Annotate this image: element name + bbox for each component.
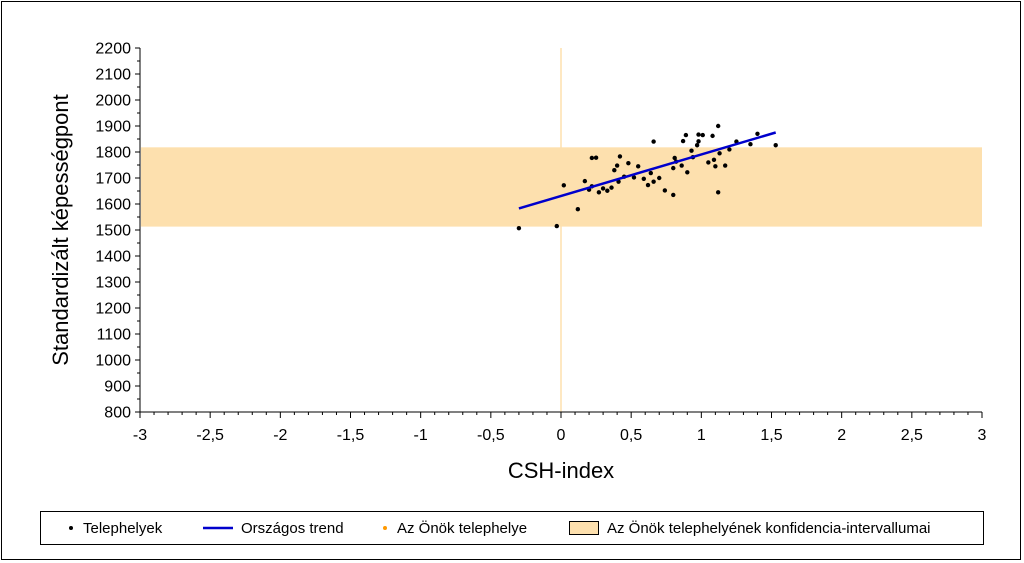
y-tick-label: 800 [104, 405, 131, 422]
y-tick-label: 1400 [95, 249, 131, 266]
legend-orange-dot-icon [383, 526, 387, 530]
y-tick-label: 1300 [95, 275, 131, 292]
data-point [706, 160, 711, 165]
legend-label-own-site: Az Önök telephelye [397, 519, 528, 537]
data-point [696, 139, 701, 144]
legend: Telephelyek Országos trend Az Önök telep… [40, 511, 984, 545]
y-tick-label: 2000 [95, 93, 131, 110]
data-point [671, 165, 676, 171]
data-point [689, 148, 694, 153]
data-point [605, 188, 610, 193]
data-point [773, 143, 778, 148]
data-point [600, 186, 606, 191]
data-point [589, 155, 595, 161]
data-point [748, 142, 753, 147]
x-tick-label: -3 [133, 427, 147, 444]
data-point [609, 185, 614, 190]
data-point [727, 147, 732, 152]
x-tick-label: 1,5 [760, 427, 782, 444]
data-point [717, 151, 722, 156]
data-point [631, 175, 637, 180]
x-tick-label: 2 [837, 427, 846, 444]
legend-item-trend: Országos trend [203, 512, 344, 544]
data-point [683, 132, 689, 138]
data-point [596, 190, 602, 195]
data-point [641, 176, 646, 181]
data-point [582, 178, 588, 184]
trend-line [518, 131, 777, 210]
y-tick-label: 1200 [95, 301, 131, 318]
x-tick-label: 2,5 [901, 427, 923, 444]
data-point [662, 188, 668, 193]
data-point [645, 182, 651, 188]
y-tick-label: 1900 [95, 119, 131, 136]
y-tick-label: 1100 [97, 327, 132, 344]
y-tick-label: 900 [104, 379, 131, 396]
y-tick-label: 1700 [95, 171, 131, 188]
data-point [711, 157, 717, 162]
data-point [617, 154, 623, 159]
x-tick-label: 0,5 [620, 427, 642, 444]
data-point [722, 163, 728, 168]
x-tick-label: 3 [978, 427, 987, 444]
legend-line-icon [203, 526, 233, 530]
y-tick-label: 2100 [95, 67, 131, 84]
legend-label-confidence: Az Önök telephelyének konfidencia-interv… [607, 519, 931, 537]
legend-dot-icon [69, 526, 73, 530]
y-tick-label: 1500 [95, 223, 131, 240]
data-point [715, 123, 721, 129]
data-point [651, 179, 656, 184]
data-point [575, 207, 581, 212]
legend-item-sites: Telephelyek [67, 512, 162, 544]
data-point [657, 175, 662, 181]
data-point [648, 170, 654, 176]
data-point [694, 143, 700, 148]
points-layer [516, 123, 778, 231]
data-point [651, 139, 656, 144]
y-tick-label: 1600 [95, 197, 131, 214]
data-point [680, 138, 686, 144]
data-point [696, 132, 701, 137]
y-tick-label: 1800 [95, 145, 131, 162]
legend-band-swatch-icon [569, 521, 599, 535]
legend-label-trend: Országos trend [241, 519, 344, 537]
data-point [593, 155, 599, 160]
data-point [614, 163, 620, 168]
data-point [710, 133, 715, 139]
x-tick-label: -0,5 [477, 427, 505, 444]
data-point [671, 192, 676, 198]
legend-label-sites: Telephelyek [83, 519, 163, 537]
data-point [715, 190, 721, 195]
y-tick-label: 2200 [95, 41, 131, 58]
data-point [612, 168, 617, 173]
x-tick-label: 1 [697, 427, 706, 444]
x-tick-label: -2 [273, 427, 287, 444]
x-tick-label: -2,5 [196, 427, 224, 444]
x-axis-title: CSH-index [508, 458, 614, 483]
data-point [713, 164, 718, 169]
x-tick-label: 0 [557, 427, 566, 444]
data-point [700, 132, 705, 138]
data-point [561, 183, 567, 188]
data-point [672, 155, 677, 161]
data-point [554, 223, 559, 229]
data-point [626, 160, 631, 166]
legend-item-confidence: Az Önök telephelyének konfidencia-interv… [569, 512, 931, 544]
y-axis-title: Standardizált képességpont [48, 94, 73, 366]
data-point [755, 131, 760, 136]
x-tick-label: -1,5 [337, 427, 365, 444]
axes: 800 900 1000 1100 1200 1300 1400 1500 1600 1700 18… [95, 41, 986, 445]
data-point [679, 163, 684, 168]
y-tick-label: 1000 [95, 353, 131, 370]
x-tick-label: -1 [414, 427, 428, 444]
legend-item-own-site: Az Önök telephelye [381, 512, 527, 544]
data-point [635, 164, 641, 169]
data-point [685, 170, 690, 175]
data-point [516, 225, 522, 231]
